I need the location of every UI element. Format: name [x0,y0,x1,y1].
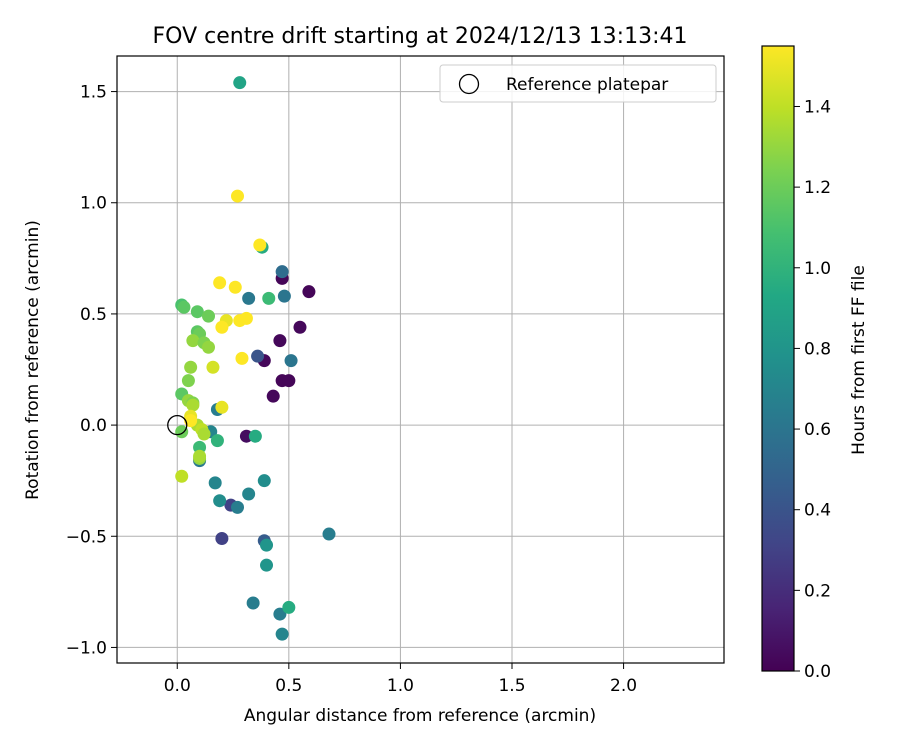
scatter-point [213,276,227,290]
legend-reference-marker [458,73,480,95]
scatter-point [262,291,276,305]
legend-label: Reference platepar [506,75,668,95]
y-tick-label: −1.0 [66,638,107,658]
scatter-point [239,311,253,325]
legend-box [439,64,717,103]
colorbar-tick-label: 1.0 [804,259,831,279]
scatter-point [282,374,296,388]
scatter-point [181,374,195,388]
scatter-point [184,414,198,428]
scatter-point [175,469,189,483]
scatter-point [208,476,222,490]
scatter-point [235,351,249,365]
scatter-point [242,487,256,501]
y-tick-label: 1.5 [80,83,107,103]
x-tick-label: 0.0 [164,676,191,696]
scatter-point [302,285,316,299]
colorbar-tick-label: 0.0 [804,662,831,682]
y-tick-label: 0.5 [80,305,107,325]
colorbar-tick-label: 1.4 [804,97,831,117]
scatter-point [251,349,265,363]
scatter-point [186,398,200,412]
x-tick-label: 0.5 [275,676,302,696]
scatter-point [275,627,289,641]
x-tick-label: 1.5 [498,676,525,696]
scatter-point [233,76,247,90]
scatter-point [248,429,262,443]
scatter-point [260,558,274,572]
scatter-point [215,320,229,334]
scatter-point [177,300,191,314]
x-axis: 0.0 0.5 1.0 1.5 2.0 [164,663,637,696]
scatter-point [184,360,198,374]
scatter-point [186,334,200,348]
scatter-point [228,280,242,294]
scatter-point [282,600,296,614]
colorbar-label: Hours from first FF file [849,265,869,455]
scatter-point [206,360,220,374]
colorbar-tick-label: 0.8 [804,339,831,359]
y-tick-label: 0.0 [80,416,107,436]
scatter-point [210,434,224,448]
scatter-point [190,305,204,319]
scatter-point [201,309,215,323]
colorbar-ticks: 0.0 0.2 0.4 0.6 0.8 1.0 1.2 1.4 [794,97,831,682]
x-tick-label: 1.0 [387,676,414,696]
scatter-point [197,427,211,441]
scatter-point [242,291,256,305]
scatter-point [215,531,229,545]
scatter-point [193,449,207,463]
reference-point-marker [167,414,188,436]
scatter-point [275,265,289,279]
scatter-point [231,500,245,514]
scatter-point [246,596,260,610]
scatter-point [253,238,267,252]
y-axis-label: Rotation from reference (arcmin) [23,220,43,500]
scatter-point [322,527,336,541]
x-axis-label: Angular distance from reference (arcmin) [244,706,596,726]
colorbar: 0.0 0.2 0.4 0.6 0.8 1.0 1.2 1.4 Hours from firs… [761,45,869,682]
plot-frame [116,55,725,664]
y-tick-label: 1.0 [80,194,107,214]
colorbar-tick-label: 1.2 [804,178,831,198]
scatter-point [266,389,280,403]
scatter-points [167,76,336,641]
x-tick-label: 2.0 [610,676,637,696]
chart-title: FOV centre drift starting at 2024/12/13 … [153,24,688,49]
scatter-point [215,400,229,414]
y-tick-label: −0.5 [66,527,107,547]
scatter-point [231,189,245,203]
scatter-point [257,474,271,488]
scatter-point [273,607,287,621]
scatter-point [239,429,253,443]
colorbar-tick-label: 0.6 [804,420,831,440]
colorbar-tick-label: 0.2 [804,581,831,601]
scatter-point [273,334,287,348]
colorbar-tick-label: 0.4 [804,501,831,521]
scatter-point [260,538,274,552]
scatter-point [293,320,307,334]
y-axis: −1.0 −0.5 0.0 0.5 1.0 1.5 [66,83,117,658]
colorbar-gradient [761,45,795,672]
scatter-point [277,289,291,303]
scatter-point [201,340,215,354]
legend: Reference platepar [439,64,717,103]
scatter-point [284,354,298,368]
scatter-point [213,494,227,508]
scatter-point [193,440,207,454]
